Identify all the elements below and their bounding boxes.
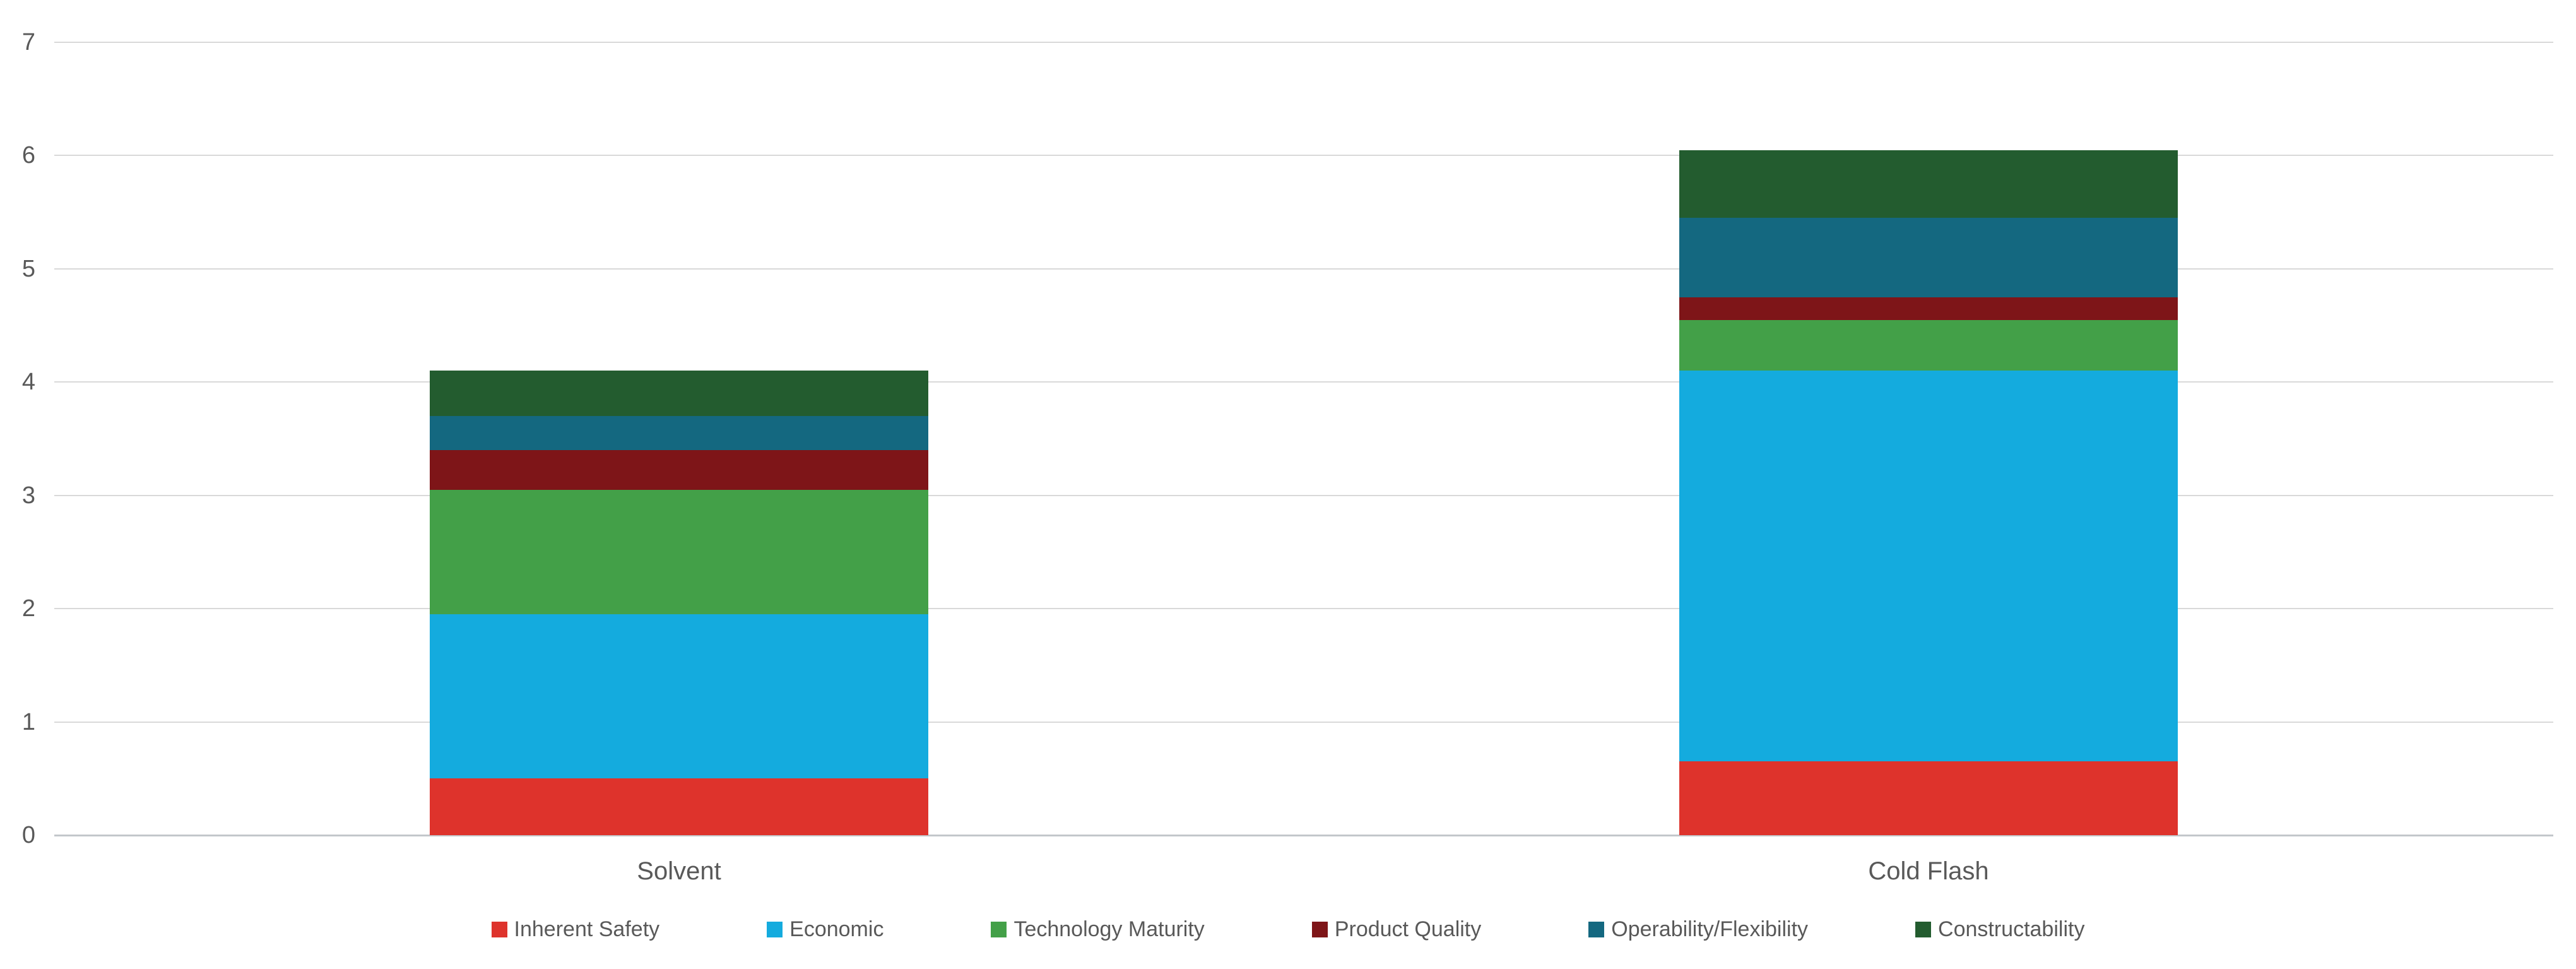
bar-segment-inherent-safety-cold-flash — [1679, 761, 2178, 835]
bar-cold-flash — [1679, 42, 2178, 835]
legend-label-constructability: Constructability — [1938, 917, 2085, 941]
legend-item-inherent-safety: Inherent Safety — [491, 917, 660, 941]
bar-segment-economic-solvent — [430, 614, 928, 779]
inherent-safety-legend-swatch-icon — [491, 921, 507, 937]
constructability-legend-swatch-icon — [1915, 921, 1932, 937]
bar-segment-economic-cold-flash — [1679, 371, 2178, 762]
bar-segment-constructability-cold-flash — [1679, 150, 2178, 218]
bar-segment-technology-maturity-cold-flash — [1679, 319, 2178, 371]
bar-segment-constructability-solvent — [430, 371, 928, 417]
product-quality-legend-swatch-icon — [1311, 921, 1328, 937]
bar-segment-product-quality-solvent — [430, 449, 928, 490]
gridline-7 — [54, 42, 2553, 43]
legend-label-operability-flexibility: Operability/Flexibility — [1611, 917, 1809, 941]
operability-flexibility-legend-swatch-icon — [1588, 921, 1605, 937]
gridline-3 — [54, 494, 2553, 496]
y-tick-label-0: 0 — [21, 822, 35, 848]
y-tick-label-2: 2 — [21, 595, 35, 622]
bar-segment-operability-flexibility-solvent — [430, 416, 928, 450]
technology-maturity-legend-swatch-icon — [991, 921, 1007, 937]
y-tick-label-3: 3 — [21, 482, 35, 509]
legend-item-operability-flexibility: Operability/Flexibility — [1588, 917, 1808, 941]
legend-item-constructability: Constructability — [1915, 917, 2084, 941]
bar-segment-product-quality-cold-flash — [1679, 297, 2178, 320]
legend-item-economic: Economic — [767, 917, 883, 941]
bar-solvent — [430, 42, 928, 835]
legend-item-product-quality: Product Quality — [1311, 917, 1482, 941]
gridline-4 — [54, 381, 2553, 383]
chart-legend: Inherent Safety Economic Technology Maturi… — [0, 912, 2576, 947]
gridline-1 — [54, 721, 2553, 723]
y-tick-label-6: 6 — [21, 142, 35, 169]
legend-item-technology-maturity: Technology Maturity — [991, 917, 1205, 941]
x-axis-line — [54, 835, 2553, 836]
bar-segment-inherent-safety-solvent — [430, 778, 928, 835]
bar-segment-operability-flexibility-cold-flash — [1679, 218, 2178, 297]
x-category-label-solvent: Solvent — [637, 857, 721, 885]
y-tick-label-7: 7 — [21, 29, 35, 56]
legend-label-economic: Economic — [789, 917, 884, 941]
y-tick-label-1: 1 — [21, 708, 35, 735]
legend-label-product-quality: Product Quality — [1334, 917, 1482, 941]
legend-label-inherent-safety: Inherent Safety — [514, 917, 660, 941]
economic-legend-swatch-icon — [767, 921, 783, 937]
y-tick-label-4: 4 — [21, 369, 35, 396]
y-tick-label-5: 5 — [21, 255, 35, 282]
x-category-label-cold-flash: Cold Flash — [1868, 857, 1989, 885]
gridline-5 — [54, 268, 2553, 270]
legend-label-technology-maturity: Technology Maturity — [1013, 917, 1205, 941]
gridline-6 — [54, 155, 2553, 157]
bar-segment-technology-maturity-solvent — [430, 489, 928, 615]
gridline-2 — [54, 608, 2553, 610]
